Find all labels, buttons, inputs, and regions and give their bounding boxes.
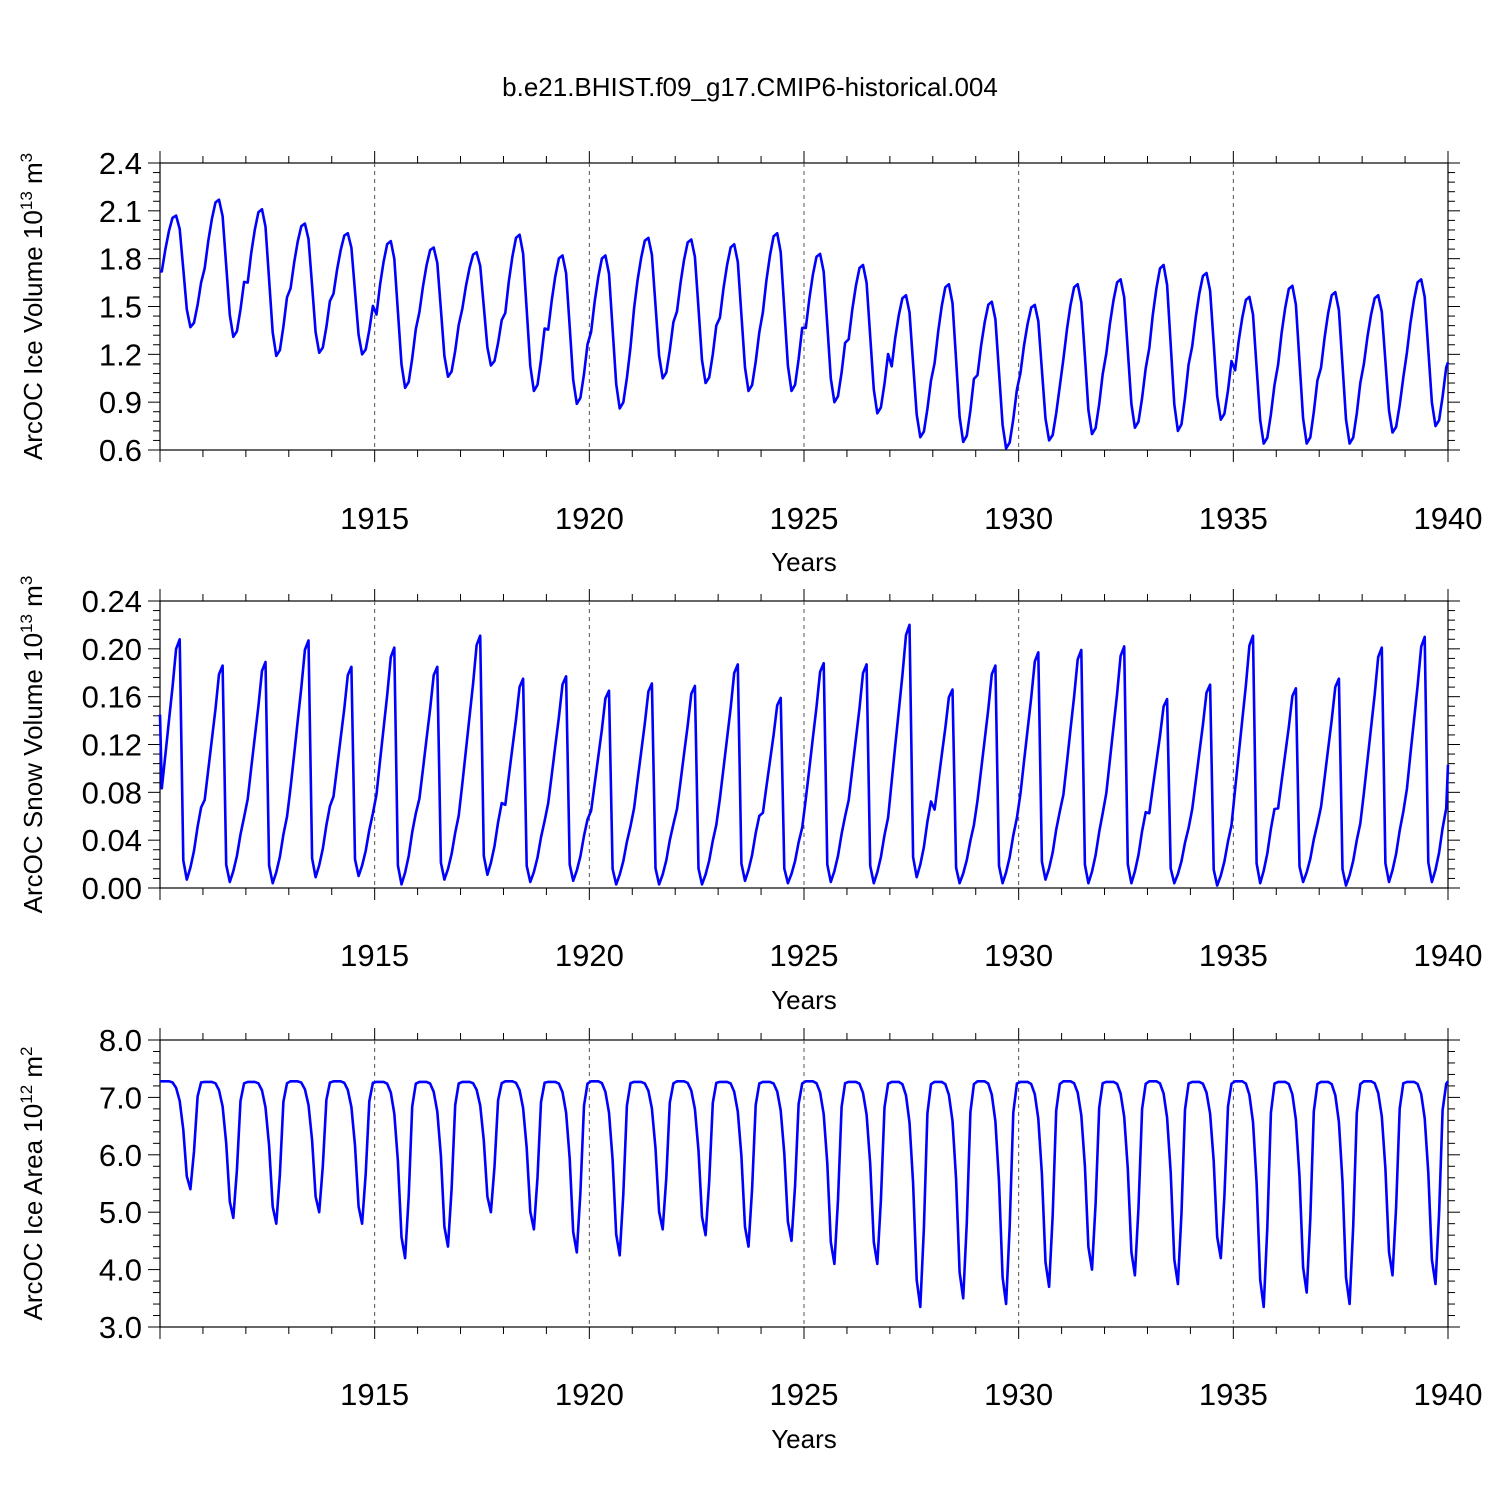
panel-ice-volume: 0.6 0.9 1.2 1.5 1.8 2.1 2.4 1915 1920 1925 1930 193… — [17, 146, 1482, 577]
series-line-ice-area — [160, 1080, 1450, 1309]
x-axis-title: Years — [771, 1424, 837, 1454]
y-tick-label: 0.24 — [82, 584, 142, 619]
x-tick-label: 1920 — [555, 1377, 624, 1412]
figure-title: b.e21.BHIST.f09_g17.CMIP6-historical.004 — [502, 72, 998, 102]
x-tick-label: 1930 — [984, 1377, 1053, 1412]
y-axis-title: ArcOC Ice Volume 1013 m3 — [17, 153, 48, 460]
y-tick-label: 8.0 — [99, 1023, 142, 1058]
y-tick-label: 2.4 — [99, 146, 142, 181]
panel-ice-area: 3.0 4.0 5.0 6.0 7.0 8.0 1915 1920 1925 1930 1935 19… — [17, 1023, 1482, 1454]
x-axis-title: Years — [771, 985, 837, 1015]
x-tick-label: 1935 — [1199, 501, 1268, 536]
y-tick-label: 0.9 — [99, 385, 142, 420]
y-tick-label: 0.12 — [82, 728, 142, 763]
y-tick-label: 1.8 — [99, 242, 142, 277]
y-tick-label: 2.1 — [99, 194, 142, 229]
y-axis-title: ArcOC Snow Volume 1013 m3 — [17, 576, 48, 914]
x-tick-label: 1940 — [1414, 1377, 1483, 1412]
x-tick-label: 1925 — [770, 938, 839, 973]
y-tick-label: 4.0 — [99, 1253, 142, 1288]
x-tick-label: 1935 — [1199, 1377, 1268, 1412]
y-tick-label: 1.5 — [99, 290, 142, 325]
y-tick-label: 7.0 — [99, 1080, 142, 1115]
x-tick-label: 1930 — [984, 501, 1053, 536]
series-line-ice-volume — [160, 198, 1450, 450]
series-line-snow-volume — [158, 623, 1450, 887]
x-tick-label: 1920 — [555, 938, 624, 973]
x-tick-label: 1940 — [1414, 938, 1483, 973]
x-tick-label: 1920 — [555, 501, 624, 536]
x-axis-title: Years — [771, 547, 837, 577]
y-tick-label: 0.20 — [82, 632, 142, 667]
x-tick-label: 1915 — [340, 501, 409, 536]
y-tick-label: 3.0 — [99, 1310, 142, 1345]
y-tick-label: 1.2 — [99, 337, 142, 372]
y-tick-label: 5.0 — [99, 1195, 142, 1230]
y-tick-label: 0.04 — [82, 823, 142, 858]
y-tick-label: 6.0 — [99, 1138, 142, 1173]
y-tick-label: 0.08 — [82, 775, 142, 810]
y-tick-label: 0.16 — [82, 680, 142, 715]
x-tick-label: 1915 — [340, 1377, 409, 1412]
y-tick-label: 0.00 — [82, 871, 142, 906]
y-tick-label: 0.6 — [99, 433, 142, 468]
x-tick-label: 1930 — [984, 938, 1053, 973]
y-axis-title: ArcOC Ice Area 1012 m2 — [17, 1046, 48, 1320]
x-tick-label: 1915 — [340, 938, 409, 973]
panel-snow-volume: 0.00 0.04 0.08 0.12 0.16 0.20 0.24 1915 1920 1925… — [17, 576, 1482, 1015]
x-tick-label: 1940 — [1414, 501, 1483, 536]
x-tick-label: 1925 — [770, 501, 839, 536]
x-tick-label: 1925 — [770, 1377, 839, 1412]
x-tick-label: 1935 — [1199, 938, 1268, 973]
